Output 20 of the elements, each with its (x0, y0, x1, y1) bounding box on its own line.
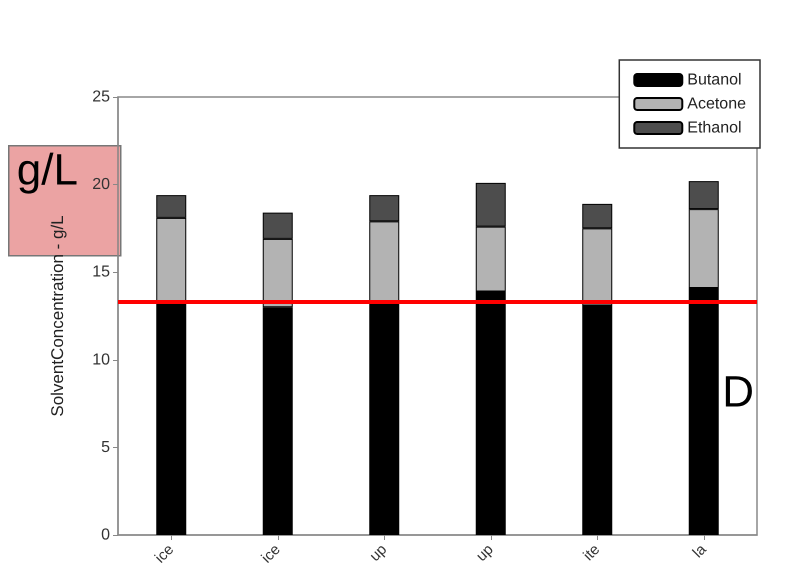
legend-label: Butanol (687, 72, 742, 88)
x-tick-label: la (689, 540, 710, 562)
y-tick-label: 20 (92, 176, 110, 194)
y-tick-label: 0 (101, 526, 110, 544)
x-tick-label: ite (580, 541, 604, 564)
y-tick-label: 25 (92, 88, 110, 106)
legend-label: Ethanol (687, 120, 742, 136)
text: g/L (16, 145, 78, 194)
legend-label: Acetone (687, 96, 746, 112)
y-axis-title: SolventConcentration - g/L (48, 215, 67, 417)
x-tick-label: up (366, 541, 390, 565)
y-tick-label: 5 (101, 438, 110, 456)
annotation: D (722, 368, 754, 416)
x-tick-label: ice (152, 541, 178, 567)
x-tick-label: ice (258, 541, 284, 567)
x-tick-label: up (472, 541, 497, 565)
y-tick-label: 15 (92, 264, 110, 281)
bar (369, 304, 400, 536)
y-tick-label: 10 (92, 351, 110, 368)
bar (156, 304, 186, 536)
